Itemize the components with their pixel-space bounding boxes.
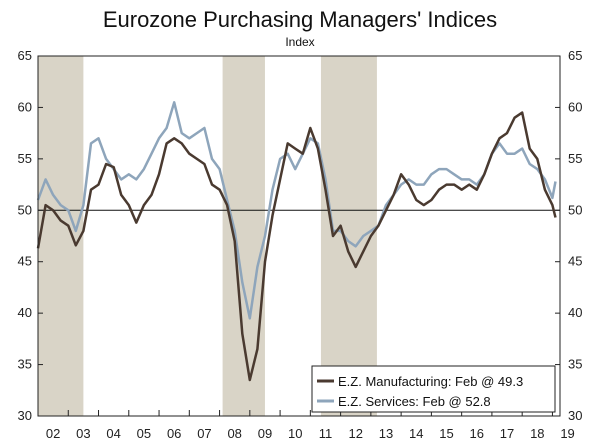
x-tick-label-14: 14: [409, 426, 423, 441]
x-tick-label-10: 10: [288, 426, 302, 441]
y-tick-label-left-45: 45: [18, 254, 32, 269]
y-tick-label-left-60: 60: [18, 99, 32, 114]
series-line-manufacturing: [36, 111, 557, 382]
x-tick-label-17: 17: [500, 426, 514, 441]
y-tick-label-right-35: 35: [568, 357, 582, 372]
x-tick-label-11: 11: [319, 426, 333, 441]
x-tick-label-08: 08: [227, 426, 241, 441]
x-tick-label-15: 15: [439, 426, 453, 441]
y-tick-label-right-65: 65: [568, 48, 582, 63]
y-tick-label-left-30: 30: [18, 408, 32, 423]
x-tick-label-09: 09: [258, 426, 272, 441]
x-tick-label-16: 16: [470, 426, 484, 441]
x-tick-label-19: 19: [560, 426, 574, 441]
x-tick-label-05: 05: [137, 426, 151, 441]
x-tick-label-04: 04: [106, 426, 120, 441]
x-tick-label-07: 07: [197, 426, 211, 441]
recession-band-0: [38, 56, 84, 416]
y-tick-label-right-30: 30: [568, 408, 582, 423]
y-tick-label-left-65: 65: [18, 48, 32, 63]
y-tick-label-left-55: 55: [18, 151, 32, 166]
x-tick-label-13: 13: [379, 426, 393, 441]
x-tick-label-02: 02: [46, 426, 60, 441]
plot-frame: [37, 55, 561, 417]
series-lines: [36, 101, 557, 382]
x-tick-label-03: 03: [76, 426, 90, 441]
x-tick-label-12: 12: [349, 426, 363, 441]
x-tick-label-18: 18: [530, 426, 544, 441]
recession-bands: [38, 56, 377, 416]
recession-band-1: [222, 56, 265, 416]
legend: E.Z. Manufacturing: Feb @ 49.3 E.Z. Serv…: [311, 365, 556, 413]
x-axis: 02 03 04 05 06 07 08 09 10 11 12 13 14 15 16 17 18 19: [46, 410, 575, 441]
y-axis-left: 30 35 40 45 50 55 60 65: [18, 48, 43, 423]
y-tick-label-left-50: 50: [18, 202, 32, 217]
y-tick-label-left-35: 35: [18, 357, 32, 372]
y-tick-label-right-60: 60: [568, 99, 582, 114]
legend-label-services: E.Z. Services: Feb @ 52.8: [338, 394, 491, 409]
recession-band-2: [320, 56, 377, 416]
y-axis-right: 30 35 40 45 50 55 60 65: [555, 48, 582, 423]
y-tick-label-right-50: 50: [568, 202, 582, 217]
legend-box: [311, 365, 556, 413]
chart-title: Eurozone Purchasing Managers' Indices: [103, 7, 497, 32]
chart-subtitle: Index: [285, 35, 314, 49]
y-tick-label-left-40: 40: [18, 305, 32, 320]
y-tick-label-right-40: 40: [568, 305, 582, 320]
series-line-services: [36, 101, 557, 320]
legend-label-manufacturing: E.Z. Manufacturing: Feb @ 49.3: [338, 374, 523, 389]
y-tick-label-right-55: 55: [568, 151, 582, 166]
x-tick-label-06: 06: [167, 426, 181, 441]
y-tick-label-right-45: 45: [568, 254, 582, 269]
